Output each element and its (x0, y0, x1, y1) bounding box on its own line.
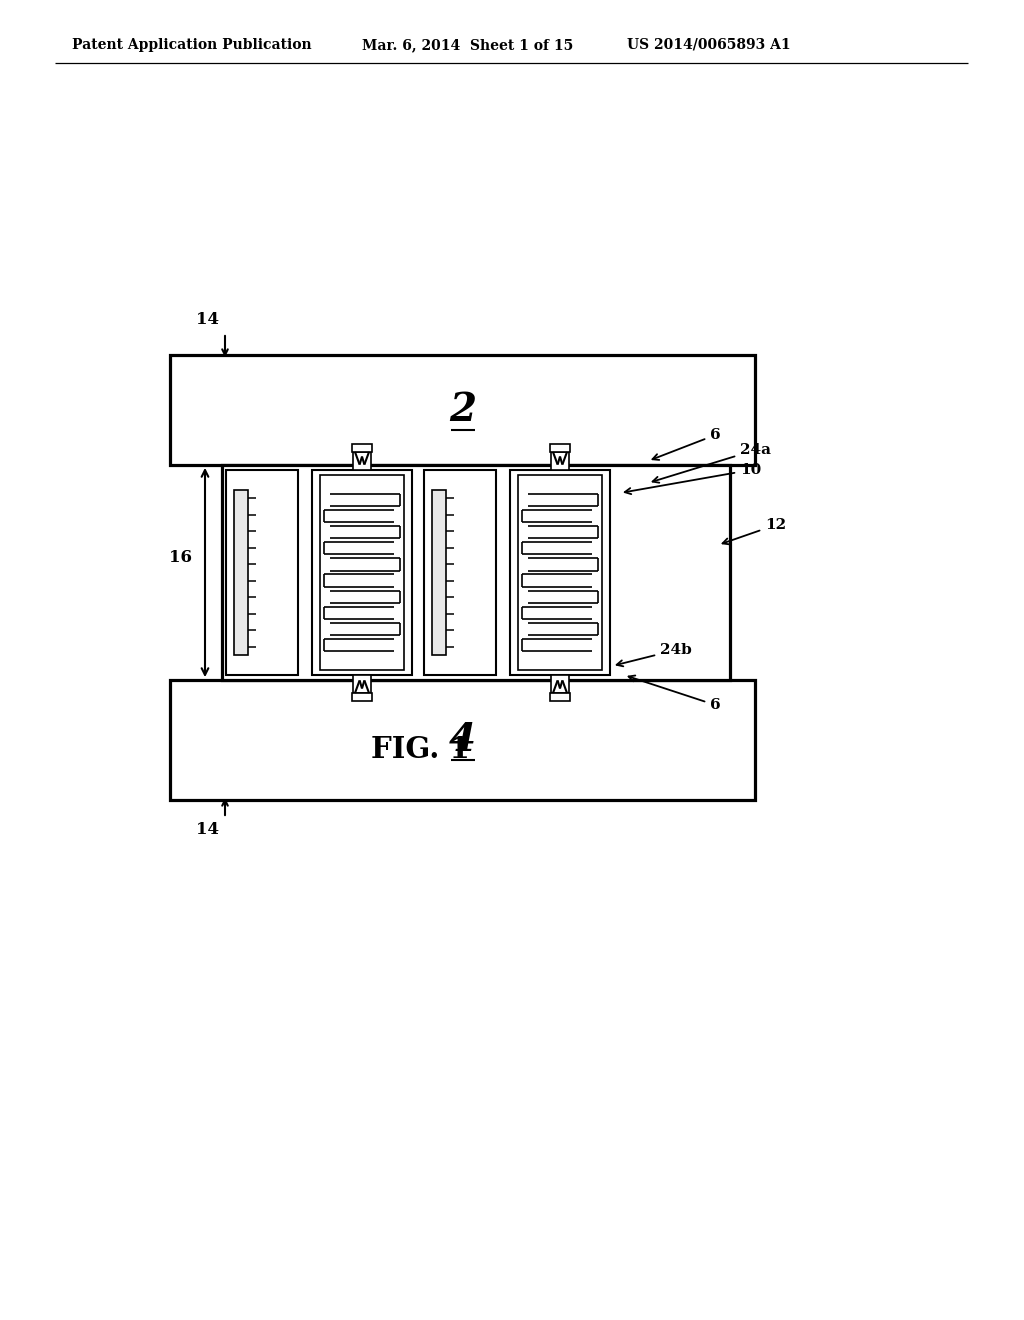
Text: Mar. 6, 2014  Sheet 1 of 15: Mar. 6, 2014 Sheet 1 of 15 (362, 38, 573, 51)
Text: FIG. 1: FIG. 1 (371, 735, 469, 764)
Bar (170, 680, 755, 800)
Bar (357, 667, 391, 680)
Text: US 2014/0065893 A1: US 2014/0065893 A1 (627, 38, 791, 51)
Bar (550, 444, 570, 451)
Text: 24b: 24b (616, 643, 692, 667)
Bar (545, 465, 579, 479)
Bar (353, 451, 371, 470)
Text: 4: 4 (449, 721, 476, 759)
Text: 14: 14 (196, 312, 219, 329)
Bar (352, 444, 372, 451)
Bar (353, 675, 371, 693)
Bar (545, 667, 579, 680)
Bar (451, 465, 485, 479)
Bar (222, 465, 730, 680)
Bar (551, 451, 569, 470)
Text: 10: 10 (625, 463, 761, 494)
Text: 6: 6 (629, 676, 721, 711)
Text: 24a: 24a (652, 444, 771, 483)
Bar (263, 465, 297, 479)
Bar (424, 470, 496, 675)
Text: 12: 12 (723, 517, 786, 544)
Bar (312, 470, 412, 675)
Text: 6: 6 (652, 428, 721, 459)
Text: 2: 2 (449, 391, 476, 429)
Text: 16: 16 (169, 549, 193, 566)
Bar (234, 490, 248, 655)
Bar (510, 470, 610, 675)
Bar (518, 475, 602, 671)
Bar (170, 355, 755, 465)
Bar (226, 470, 298, 675)
Bar (432, 490, 446, 655)
Bar (263, 667, 297, 680)
Bar (551, 675, 569, 693)
Text: Patent Application Publication: Patent Application Publication (72, 38, 311, 51)
Bar (550, 693, 570, 701)
Bar (451, 667, 485, 680)
Bar (352, 693, 372, 701)
Bar (319, 475, 404, 671)
Text: 14: 14 (196, 821, 219, 838)
Bar (357, 465, 391, 479)
